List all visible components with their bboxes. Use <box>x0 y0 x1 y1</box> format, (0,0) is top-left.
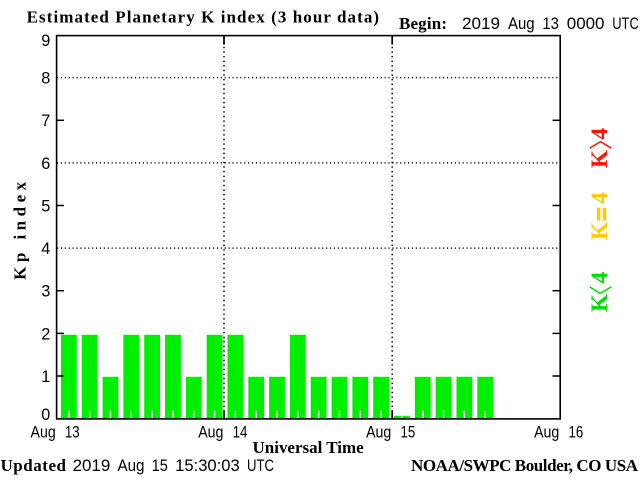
svg-text:1: 1 <box>41 368 50 386</box>
svg-text:Aug: Aug <box>508 15 535 33</box>
svg-text:13: 13 <box>542 15 559 33</box>
svg-text:3: 3 <box>41 283 50 301</box>
svg-text:0: 0 <box>41 406 50 424</box>
svg-text:15:30:03: 15:30:03 <box>175 457 240 475</box>
svg-text:2019: 2019 <box>462 15 500 33</box>
svg-text:Aug: Aug <box>366 424 391 442</box>
svg-text:4: 4 <box>587 271 612 283</box>
svg-text:Updated: Updated <box>1 456 67 475</box>
svg-text:NOAA/SWPC Boulder, CO USA: NOAA/SWPC Boulder, CO USA <box>411 456 639 475</box>
svg-text:7: 7 <box>41 112 50 130</box>
svg-text:UTC: UTC <box>247 457 274 475</box>
svg-text:2: 2 <box>41 325 50 343</box>
svg-text:0000: 0000 <box>567 15 605 33</box>
svg-text:K: K <box>587 222 612 240</box>
svg-text:Aug: Aug <box>118 457 145 475</box>
svg-text:4: 4 <box>41 240 50 258</box>
svg-text:K: K <box>587 150 612 168</box>
svg-text:Universal Time: Universal Time <box>253 438 365 457</box>
svg-text:Estimated Planetary K index (3: Estimated Planetary K index (3 hour data… <box>27 8 380 27</box>
svg-text:13: 13 <box>65 424 80 442</box>
svg-text:UTC: UTC <box>612 15 639 33</box>
svg-text:Begin:: Begin: <box>399 14 447 33</box>
svg-text:6: 6 <box>41 155 50 173</box>
svg-text:4: 4 <box>587 192 612 204</box>
svg-text:Aug: Aug <box>534 424 559 442</box>
svg-text:9: 9 <box>41 32 50 50</box>
svg-text:K: K <box>587 294 612 312</box>
svg-text:14: 14 <box>233 424 248 442</box>
svg-text:4: 4 <box>587 128 612 140</box>
svg-text:5: 5 <box>41 197 50 215</box>
svg-text:8: 8 <box>41 70 50 88</box>
svg-text:Aug: Aug <box>198 424 223 442</box>
svg-text:Aug: Aug <box>31 424 56 442</box>
svg-text:16: 16 <box>569 424 584 442</box>
svg-text:2019: 2019 <box>73 457 111 475</box>
svg-text:15: 15 <box>152 457 168 475</box>
svg-text:15: 15 <box>401 424 416 442</box>
